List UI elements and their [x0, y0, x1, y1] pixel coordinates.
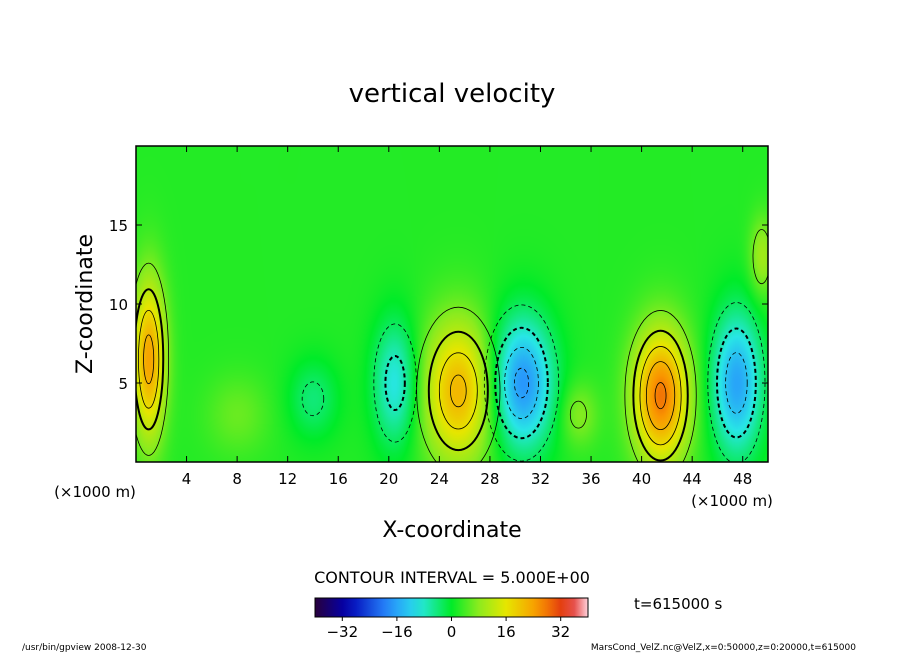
colorbar-gradient — [314, 597, 589, 618]
contour-line — [654, 382, 667, 410]
contour-line — [438, 352, 478, 430]
colorbar-tick-label: 16 — [497, 623, 516, 641]
x-tick-label: 36 — [581, 470, 600, 488]
x-tick-label: 28 — [480, 470, 499, 488]
contour-line — [752, 229, 768, 285]
contour-line — [136, 288, 165, 431]
contour-line — [725, 352, 748, 414]
contour-line — [632, 329, 689, 462]
contour-line — [504, 346, 539, 419]
contour-line — [450, 374, 467, 408]
contour-interval-label: CONTOUR INTERVAL = 5.000E+00 — [314, 568, 590, 587]
x-tick-label: 12 — [278, 470, 297, 488]
contour-line — [514, 367, 530, 399]
chart-title: vertical velocity — [349, 79, 556, 109]
x-tick-label: 44 — [683, 470, 702, 488]
x-unit-left: (×1000 m) — [54, 483, 136, 501]
x-tick-label: 24 — [430, 470, 449, 488]
contour-line — [716, 327, 757, 439]
x-unit-right: (×1000 m) — [691, 492, 773, 510]
x-tick-label: 4 — [182, 470, 192, 488]
footer-left: /usr/bin/gpview 2008-12-30 — [22, 643, 147, 653]
x-tick-label: 20 — [379, 470, 398, 488]
colorbar-tick-label: 0 — [447, 623, 457, 641]
contour-line — [427, 330, 489, 452]
y-tick-label: 15 — [109, 217, 128, 235]
contour-line — [624, 310, 697, 462]
colorbar-tick-label: −32 — [326, 623, 358, 641]
contour-line — [301, 381, 325, 417]
contour-line — [138, 309, 160, 409]
x-tick-label: 40 — [632, 470, 651, 488]
x-axis: 4 8 12 16 20 24 28 32 36 40 44 48 — [182, 146, 752, 488]
plot-area — [135, 145, 769, 463]
contour-line — [639, 346, 682, 446]
velocity-field — [136, 146, 768, 462]
colorbar-tick-label: −16 — [381, 623, 413, 641]
x-tick-label: 8 — [232, 470, 242, 488]
contour-line — [143, 334, 155, 385]
contour-line — [373, 323, 417, 443]
colorbar-tick-label: 32 — [551, 623, 570, 641]
y-axis: 5 10 15 — [109, 217, 768, 393]
contour-line — [136, 262, 170, 456]
y-tick-label: 10 — [109, 296, 128, 314]
contour-line — [569, 400, 587, 429]
colorbar: −32 −16 0 16 32 — [314, 597, 589, 641]
contour-lines — [136, 229, 768, 462]
x-tick-label: 32 — [531, 470, 550, 488]
x-axis-label: X-coordinate — [382, 518, 521, 543]
contour-line — [483, 304, 560, 462]
contour-line — [645, 361, 676, 431]
x-tick-label: 48 — [733, 470, 752, 488]
colorbar-ticks: −32 −16 0 16 32 — [326, 617, 570, 641]
contour-line — [494, 326, 549, 440]
y-tick-label: 5 — [118, 375, 128, 393]
x-tick-label: 16 — [329, 470, 348, 488]
contour-line — [384, 355, 406, 411]
time-label: t=615000 s — [634, 595, 722, 613]
y-axis-label: Z-coordinate — [73, 234, 98, 374]
footer-right: MarsCond_VelZ.nc@VelZ,x=0:50000,z=0:2000… — [591, 643, 856, 653]
